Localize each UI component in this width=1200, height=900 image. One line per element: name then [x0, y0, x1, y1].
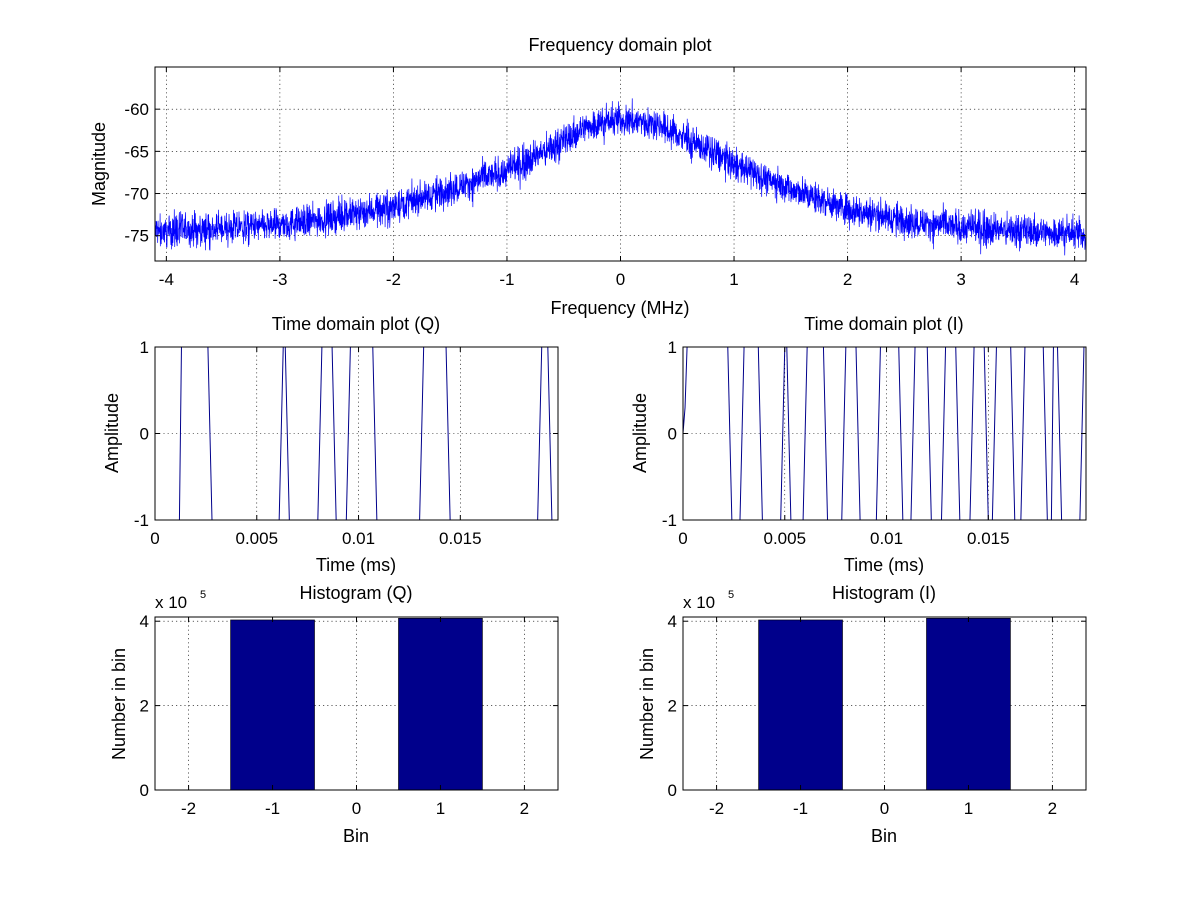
histI-exponent-label: x 10 [683, 593, 715, 612]
histI-ytick-label: 2 [668, 697, 677, 716]
freq-xtick-label: -1 [499, 270, 514, 289]
timeI-ytick-label: 0 [668, 425, 677, 444]
timeQ-xtick-label: 0.015 [439, 529, 482, 548]
freq-xtick-label: 0 [616, 270, 625, 289]
histQ-exponent-label: x 10 [155, 593, 187, 612]
histI-xtick-label: 1 [964, 799, 973, 818]
timeI-data [683, 347, 1086, 520]
histQ-bar [398, 617, 483, 790]
histI-ylabel: Number in bin [637, 648, 657, 760]
histQ-xtick-label: -2 [181, 799, 196, 818]
histI-ytick-label: 4 [668, 612, 677, 631]
histQ-ytick-label: 4 [140, 612, 149, 631]
histQ-ticks: -2 -1 0 1 2 0 2 4 [140, 612, 558, 818]
freq-xtick-label: -2 [386, 270, 401, 289]
freq-xtick-label: -4 [159, 270, 174, 289]
histI-panel: -2 -1 0 1 2 0 2 4 Histogram (I) Bin Number in b… [637, 583, 1087, 846]
freq-ylabel: Magnitude [89, 122, 109, 206]
timeI-ticks: 0 0.005 0.01 0.015-101 [662, 338, 1086, 548]
freq-series-line [155, 98, 1086, 256]
histI-xtick-label: -1 [793, 799, 808, 818]
histI-bar [758, 619, 843, 790]
histQ-exponent: 5 [200, 589, 206, 601]
freq-xtick-label: 2 [843, 270, 852, 289]
freq-ytick-label: -70 [124, 185, 149, 204]
histI-bar [926, 617, 1011, 790]
histI-ytick-label: 0 [668, 781, 677, 800]
histQ-xtick-label: 2 [520, 799, 529, 818]
freq-xlabel: Frequency (MHz) [550, 298, 689, 318]
histQ-bar [230, 619, 315, 790]
freq-ticks: -4 -3 -2 -1 0 1 2 3 4 -75 -70 -65 -60 [124, 67, 1086, 289]
timeI-xtick-label: 0.005 [763, 529, 806, 548]
timeQ-panel: 0 0.005 0.01 0.015-101 Time domain plot (Q)… [102, 314, 559, 575]
histI-exponent: 5 [728, 589, 734, 601]
histQ-ylabel: Number in bin [109, 648, 129, 760]
freq-xtick-label: -3 [272, 270, 287, 289]
histI-xtick-label: 0 [880, 799, 889, 818]
freq-data [155, 98, 1086, 256]
histQ-xtick-label: 1 [436, 799, 445, 818]
timeQ-ticks: 0 0.005 0.01 0.015-101 [134, 338, 558, 548]
freq-ytick-label: -60 [124, 100, 149, 119]
timeQ-xlabel: Time (ms) [316, 555, 396, 575]
timeQ-ytick-label: -1 [134, 511, 149, 530]
histQ-panel: -2 -1 0 1 2 0 2 4 Histogram (Q) Bin Number in b… [109, 583, 559, 846]
histQ-xtick-label: 0 [352, 799, 361, 818]
timeI-series-line [683, 347, 1086, 520]
freq-xtick-label: 1 [729, 270, 738, 289]
freq-xtick-label: 3 [956, 270, 965, 289]
timeI-xtick-label: 0.015 [967, 529, 1010, 548]
timeI-xlabel: Time (ms) [844, 555, 924, 575]
timeI-ytick-label: 1 [668, 338, 677, 357]
timeI-ylabel: Amplitude [630, 393, 650, 473]
histQ-xlabel: Bin [343, 826, 369, 846]
timeQ-xtick-label: 0.005 [235, 529, 278, 548]
freq-ytick-label: -75 [124, 227, 149, 246]
histQ-data [230, 617, 483, 790]
timeQ-xtick-label: 0 [150, 529, 159, 548]
timeI-panel: 0 0.005 0.01 0.015-101 Time domain plot (I)… [630, 314, 1087, 575]
histI-xtick-label: 2 [1048, 799, 1057, 818]
timeI-xtick-label: 0 [678, 529, 687, 548]
timeQ-xtick-label: 0.01 [342, 529, 375, 548]
timeQ-ytick-label: 1 [140, 338, 149, 357]
histQ-ytick-label: 0 [140, 781, 149, 800]
histI-title: Histogram (I) [832, 583, 936, 603]
timeI-xtick-label: 0.01 [870, 529, 903, 548]
freq-ytick-label: -65 [124, 142, 149, 161]
freq-title: Frequency domain plot [528, 35, 711, 55]
freq-xtick-label: 4 [1070, 270, 1079, 289]
histQ-xtick-label: -1 [265, 799, 280, 818]
timeQ-ytick-label: 0 [140, 425, 149, 444]
histI-xtick-label: -2 [709, 799, 724, 818]
histQ-ytick-label: 2 [140, 697, 149, 716]
timeI-title: Time domain plot (I) [804, 314, 963, 334]
timeQ-ylabel: Amplitude [102, 393, 122, 473]
timeQ-title: Time domain plot (Q) [272, 314, 440, 334]
timeI-ytick-label: -1 [662, 511, 677, 530]
freq-panel: -4 -3 -2 -1 0 1 2 3 4 -75 -70 -65 -60 Frequency doma… [89, 35, 1087, 318]
histI-ticks: -2 -1 0 1 2 0 2 4 [668, 612, 1086, 818]
histI-data [758, 617, 1011, 790]
histQ-title: Histogram (Q) [299, 583, 412, 603]
histI-xlabel: Bin [871, 826, 897, 846]
